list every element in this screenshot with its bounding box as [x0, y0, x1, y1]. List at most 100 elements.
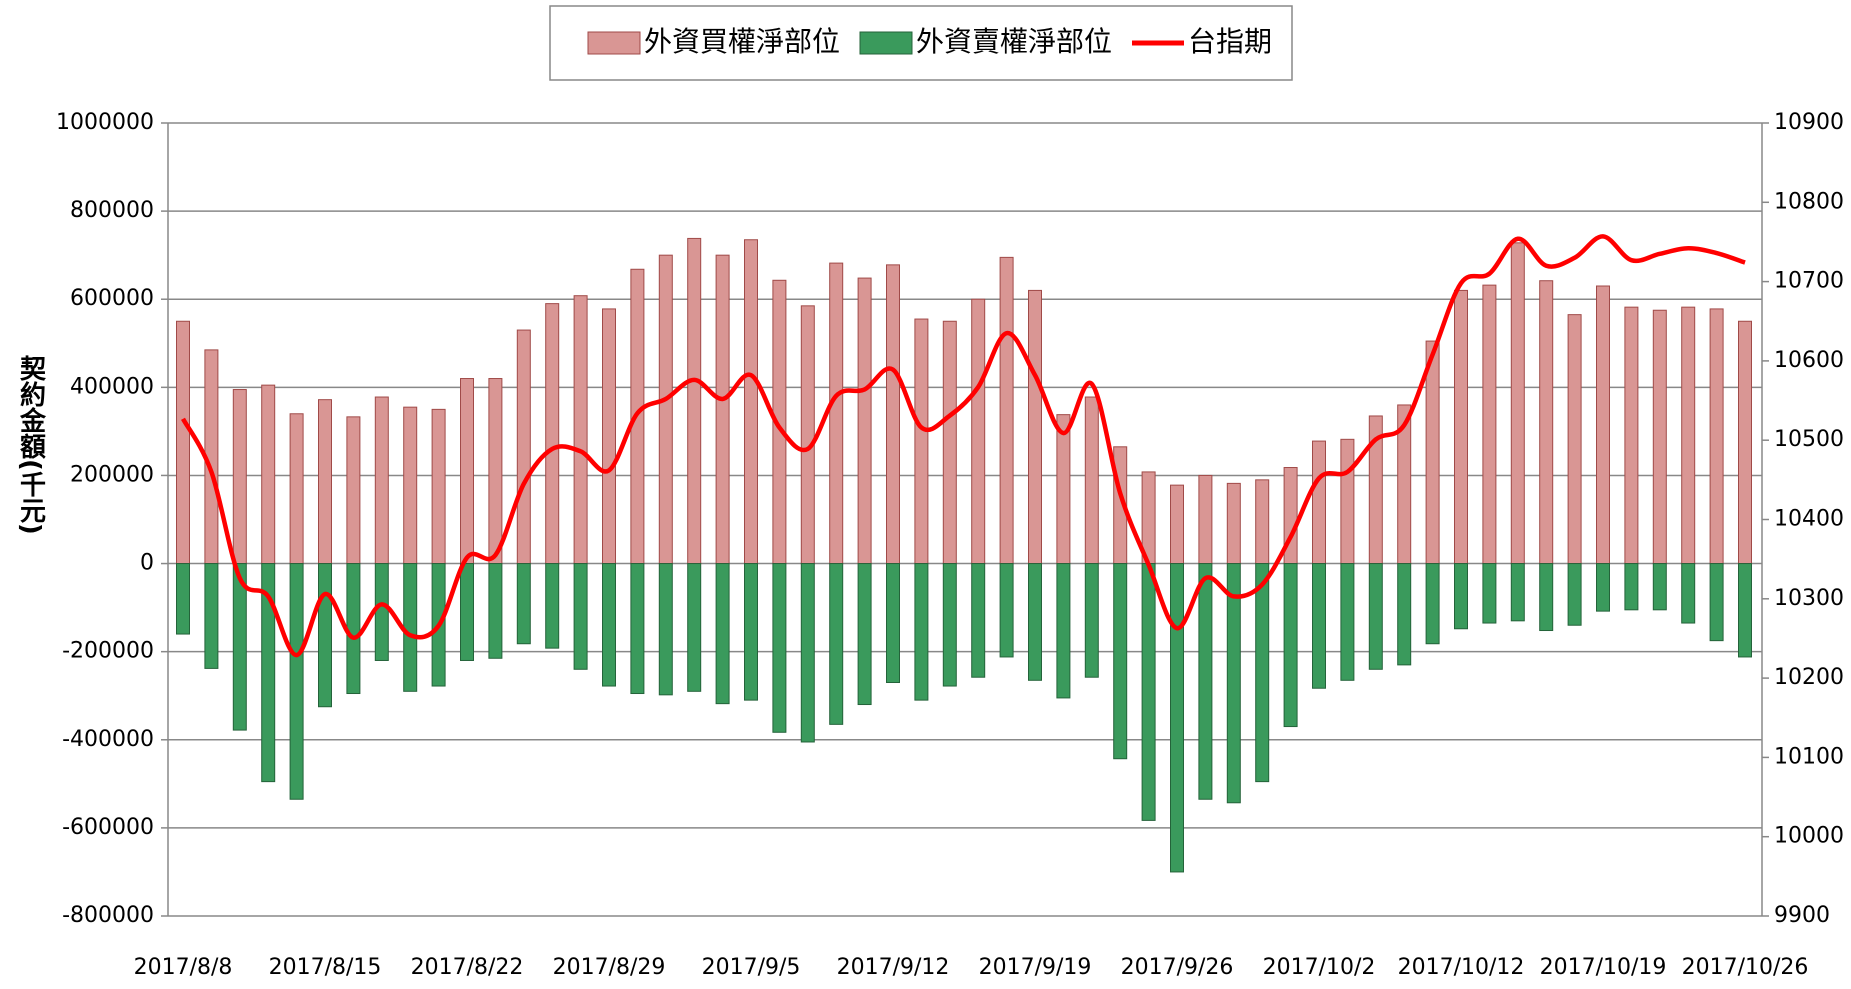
bar [289, 413, 304, 565]
bar [999, 563, 1014, 658]
bar [1596, 285, 1610, 565]
bar [1226, 563, 1241, 804]
y-tick-label: -800000 [62, 903, 154, 928]
bar [829, 563, 844, 725]
y2-tick-label: 10300 [1774, 586, 1844, 611]
y-axis-label: 契約金額(千元) [16, 355, 47, 535]
bar [374, 563, 389, 661]
bar [346, 563, 361, 695]
y2-tick-label: 10100 [1774, 744, 1844, 769]
bar [658, 254, 673, 565]
x-tick-label: 2017/9/5 [702, 955, 801, 980]
bar [1084, 563, 1099, 678]
bar [1567, 314, 1582, 565]
bar [374, 396, 389, 565]
bar [545, 303, 560, 565]
bar [516, 329, 531, 565]
bar [1170, 563, 1184, 873]
bar [1255, 479, 1270, 565]
bar [1198, 563, 1213, 800]
bar [602, 308, 616, 565]
bar [886, 264, 900, 565]
y-tick-label: -400000 [62, 727, 154, 752]
legend-label: 台指期 [1188, 25, 1272, 58]
bar [744, 563, 758, 701]
bar [800, 563, 815, 743]
x-tick-label: 2017/8/8 [134, 955, 233, 980]
x-tick-label: 2017/9/19 [979, 955, 1092, 980]
bar [1567, 563, 1582, 626]
bar [318, 563, 332, 708]
bar [176, 320, 190, 565]
bar [1028, 289, 1042, 565]
bar [942, 320, 957, 565]
bar [1028, 563, 1042, 681]
bar [1084, 396, 1099, 565]
legend-swatch [587, 31, 641, 55]
bar [886, 563, 900, 684]
bar [1056, 563, 1071, 699]
bar [1510, 563, 1525, 622]
bar [488, 378, 503, 565]
x-tick-label: 2017/9/26 [1121, 955, 1234, 980]
y-tick-label: 200000 [70, 462, 154, 487]
bar [1454, 289, 1468, 565]
bar [857, 277, 872, 565]
bar [1340, 563, 1355, 681]
bar [1539, 563, 1554, 632]
bar [261, 384, 276, 565]
bar [1681, 306, 1696, 565]
bar [488, 563, 503, 659]
bar [573, 563, 588, 670]
bar [1056, 414, 1071, 565]
y2-tick-label: 9900 [1774, 903, 1830, 928]
bar [914, 318, 929, 565]
y2-tick-label: 10700 [1774, 269, 1844, 294]
y2-tick-label: 10200 [1774, 665, 1844, 690]
bar [1283, 563, 1298, 728]
bar [942, 563, 957, 687]
bar [346, 416, 361, 565]
bar [1482, 563, 1497, 624]
x-tick-label: 2017/8/15 [269, 955, 382, 980]
bar [602, 563, 616, 687]
y-tick-label: 0 [140, 551, 154, 576]
bar [829, 262, 844, 565]
bar [1425, 340, 1440, 565]
bar [1709, 308, 1724, 565]
bar [971, 298, 986, 565]
bar [545, 563, 560, 649]
bar [1226, 482, 1241, 565]
bar [1681, 563, 1696, 624]
bar [1170, 484, 1184, 565]
bar [800, 305, 815, 565]
bar [1652, 563, 1667, 611]
legend-label: 外資賣權淨部位 [916, 25, 1112, 58]
x-tick-label: 2017/10/12 [1398, 955, 1525, 980]
y2-tick-label: 10600 [1774, 348, 1844, 373]
y-tick-label: -200000 [62, 639, 154, 664]
bar [857, 563, 872, 706]
bar [516, 563, 531, 645]
bar [1454, 563, 1468, 630]
legend-label: 外資買權淨部位 [644, 25, 840, 58]
bar [403, 563, 418, 692]
bar [573, 295, 588, 565]
bar [971, 563, 986, 678]
bar [1425, 563, 1440, 645]
bar [176, 563, 190, 635]
y-tick-label: 400000 [70, 374, 154, 399]
bar [687, 563, 702, 692]
y-tick-label: -600000 [62, 815, 154, 840]
line [181, 234, 1746, 658]
bar [999, 256, 1014, 565]
bar [1397, 563, 1412, 666]
legend-swatch [859, 31, 913, 55]
bar [204, 563, 219, 669]
bar [1624, 563, 1639, 611]
y2-tick-label: 10800 [1774, 189, 1844, 214]
bar [1312, 563, 1326, 689]
bar [1368, 563, 1383, 670]
bar [261, 563, 276, 783]
